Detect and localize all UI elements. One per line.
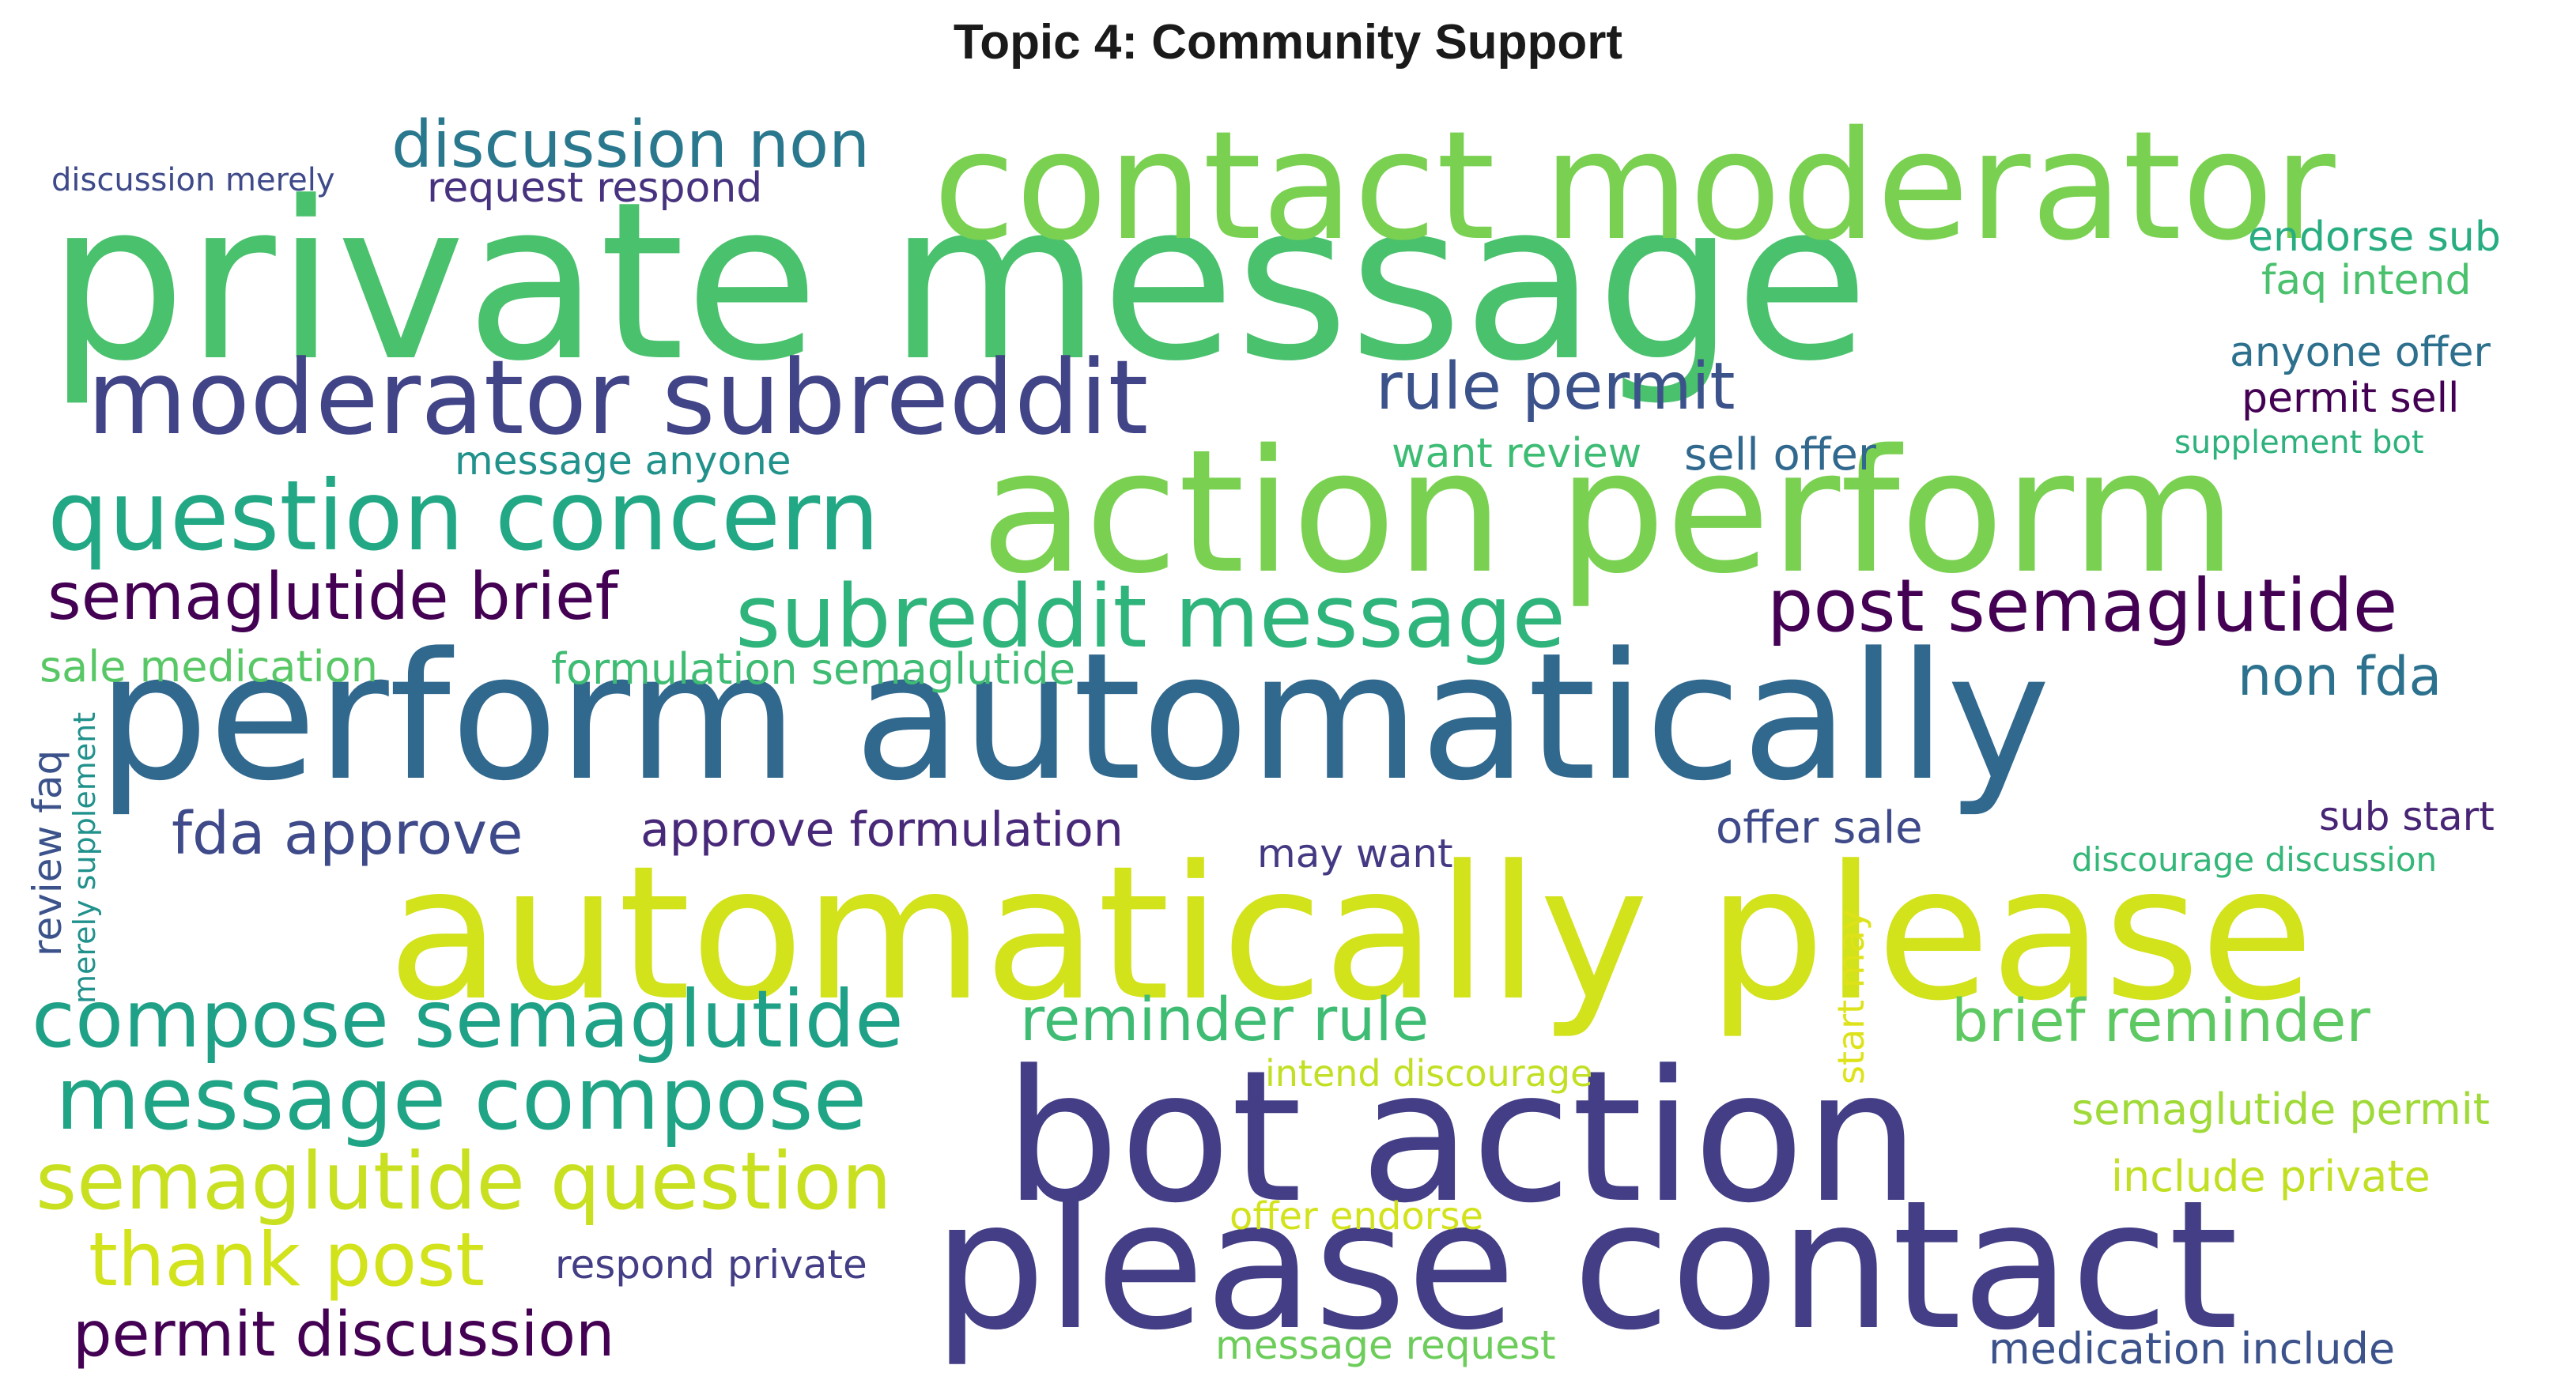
word-fda-approve: fda approve (172, 800, 523, 868)
word-please-contact: please contact (933, 1163, 2238, 1370)
word-semaglutide-question: semaglutide question (36, 1135, 892, 1227)
word-private-message: private message (47, 156, 1869, 409)
word-formulation-semaglutide: formulation semaglutide (551, 644, 1076, 694)
word-medication-include: medication include (1989, 1324, 2396, 1374)
word-semaglutide-brief: semaglutide brief (47, 560, 618, 635)
word-want-review: want review (1392, 430, 1642, 477)
word-approve-formulation: approve formulation (640, 802, 1124, 858)
word-contact-moderator: contact moderator (933, 99, 2336, 273)
word-compose-semaglutide: compose semaglutide (32, 973, 904, 1065)
word-automatically-please: automatically please (387, 827, 2314, 1042)
word-subreddit-message: subreddit message (735, 566, 1566, 667)
word-permit-discussion: permit discussion (73, 1299, 615, 1371)
word-offer-endorse: offer endorse (1229, 1194, 1484, 1239)
word-sale-medication: sale medication (40, 642, 378, 692)
word-question-concern: question concern (47, 460, 880, 572)
word-discussion-non: discussion non (391, 107, 871, 183)
word-may-want: may want (1257, 831, 1453, 877)
word-message-compose: message compose (55, 1048, 867, 1149)
word-rule-permit: rule permit (1376, 349, 1736, 424)
word-endorse-sub: endorse sub (2248, 213, 2501, 261)
word-faq-intend: faq intend (2261, 257, 2472, 304)
word-post-semaglutide: post semaglutide (1767, 564, 2398, 648)
word-discussion-merely: discussion merely (51, 162, 335, 198)
word-review-faq: review faq (25, 749, 70, 956)
word-permit-sell: permit sell (2242, 375, 2460, 422)
word-intend-discourage: intend discourage (1265, 1052, 1593, 1095)
word-semaglutide-permit: semaglutide permit (2072, 1084, 2490, 1134)
word-include-private: include private (2111, 1152, 2431, 1201)
word-anyone-offer: anyone offer (2230, 329, 2491, 376)
word-reminder-rule: reminder rule (1020, 984, 1430, 1054)
word-respond-private: respond private (555, 1242, 867, 1288)
word-moderator-subreddit: moderator subreddit (87, 337, 1149, 458)
chart-title: Topic 4: Community Support (953, 15, 1623, 70)
word-discourage-discussion: discourage discussion (2072, 840, 2438, 879)
word-perform-automatically: perform automatically (97, 616, 2051, 820)
word-message-anyone: message anyone (455, 438, 791, 484)
word-sell-offer: sell offer (1684, 429, 1876, 481)
word-action-perform: action perform (980, 413, 2237, 611)
word-thank-post: thank post (89, 1217, 485, 1303)
word-merely-supplement: merely supplement (67, 711, 102, 1004)
word-supplement-bot: supplement bot (2174, 424, 2424, 461)
word-bot-action: bot action (1004, 1032, 1920, 1243)
word-sub-start: sub start (2319, 794, 2495, 839)
word-offer-sale: offer sale (1716, 802, 1923, 854)
word-non-fda: non fda (2238, 646, 2442, 708)
word-start-may: start may (1830, 909, 1872, 1084)
word-cloud: private message contact moderator action… (25, 99, 2536, 1375)
word-request-respond: request respond (427, 164, 763, 212)
word-message-request: message request (1215, 1322, 1556, 1368)
word-brief-reminder: brief reminder (1951, 987, 2370, 1055)
